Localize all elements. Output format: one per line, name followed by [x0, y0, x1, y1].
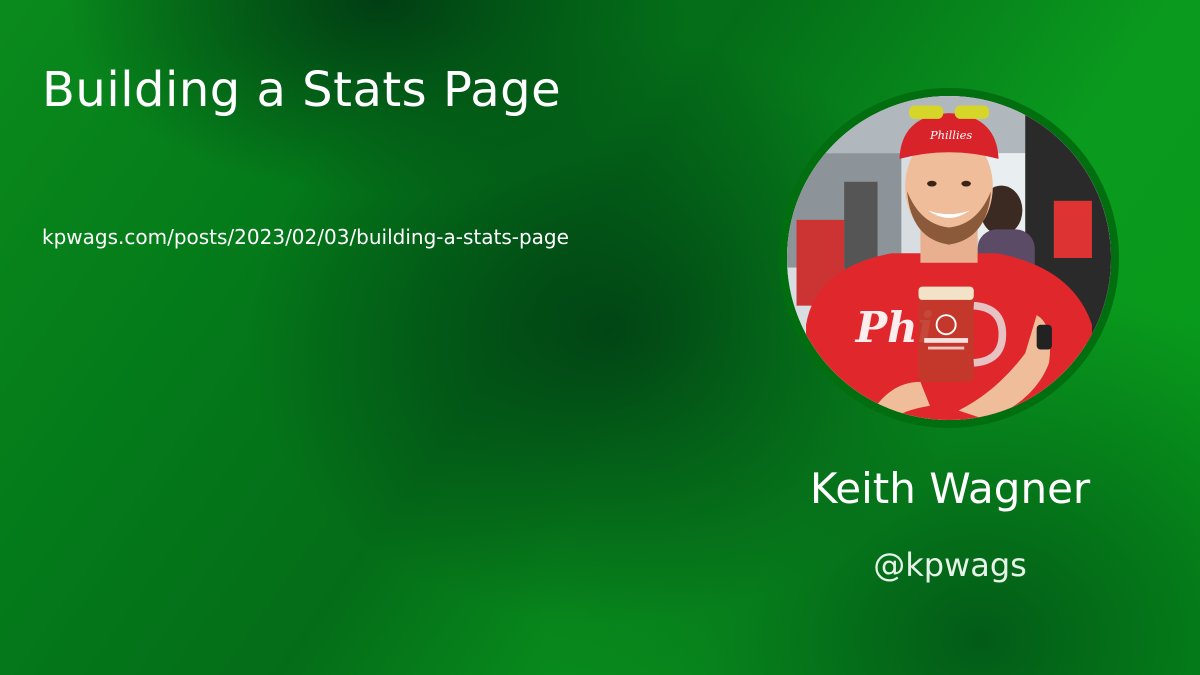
author-handle: @kpwags — [873, 546, 1027, 584]
post-url: kpwags.com/posts/2023/02/03/building-a-s… — [42, 225, 569, 249]
svg-text:Phillies: Phillies — [929, 128, 972, 142]
post-title: Building a Stats Page — [42, 62, 562, 118]
author-photo-icon: Phi Phillies — [787, 96, 1111, 420]
author-name: Keith Wagner — [809, 464, 1091, 513]
author-avatar: Phi Phillies — [779, 88, 1119, 428]
